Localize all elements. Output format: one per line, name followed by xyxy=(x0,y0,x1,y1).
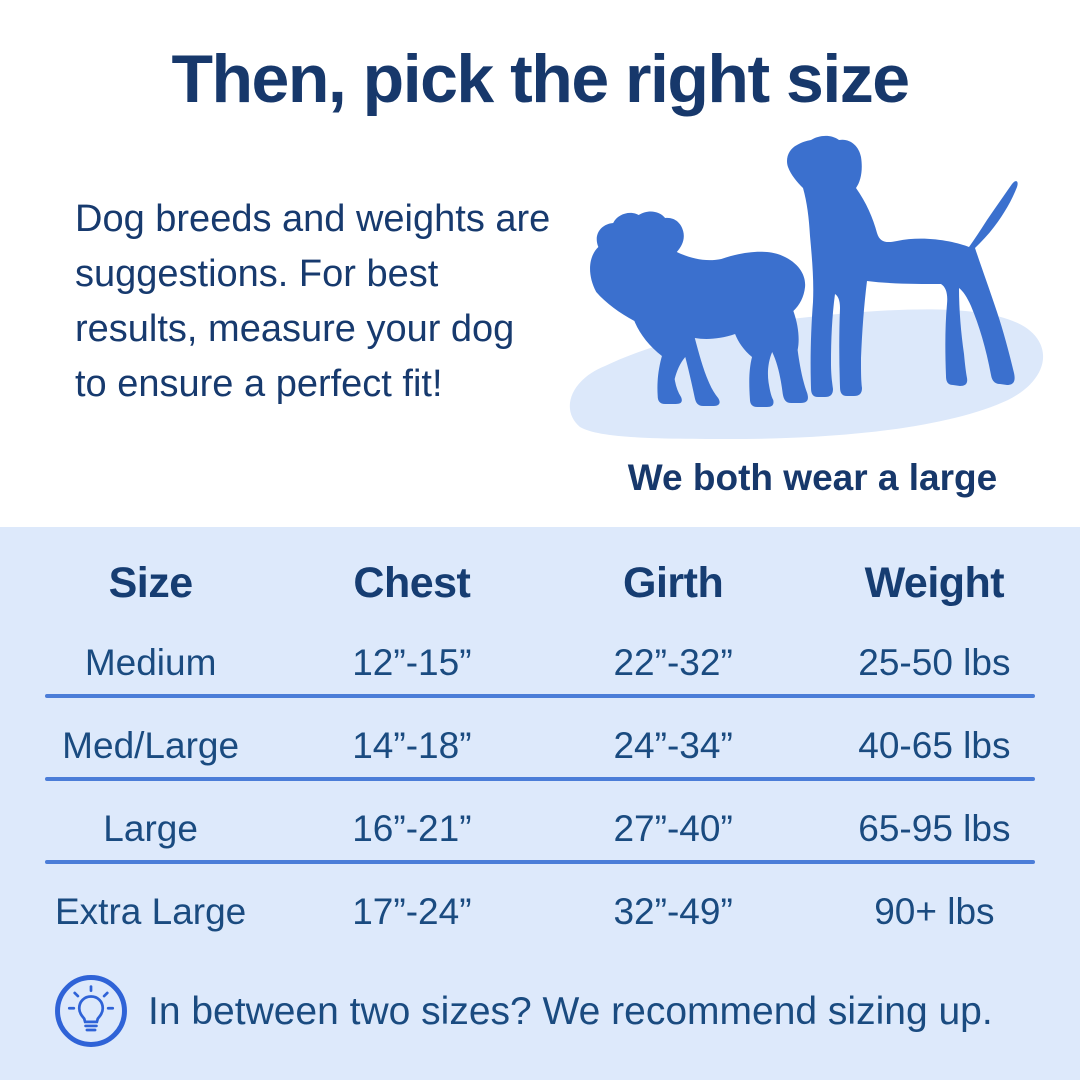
bulldog-silhouette-icon xyxy=(590,211,808,407)
cell-weight: 40-65 lbs xyxy=(858,725,1011,766)
row-divider xyxy=(45,694,1035,698)
intro-text: Dog breeds and weights are suggestions. … xyxy=(75,198,551,405)
lightbulb-icon xyxy=(53,973,129,1049)
cell-chest: 16”-21” xyxy=(352,808,472,849)
table-row-extra-large: Extra Large 17”-24” 32”-49” 90+ lbs xyxy=(20,884,1065,940)
cell-chest: 12”-15” xyxy=(352,642,472,683)
page-title: Then, pick the right size xyxy=(171,41,910,117)
cell-weight: 90+ lbs xyxy=(874,891,995,932)
cell-size: Med/Large xyxy=(62,725,240,766)
col-header-size: Size xyxy=(108,558,194,607)
pointer-dog-silhouette-icon xyxy=(787,135,1018,397)
cell-chest: 14”-18” xyxy=(352,725,472,766)
cell-weight: 65-95 lbs xyxy=(858,808,1011,849)
cell-girth: 27”-40” xyxy=(613,808,733,849)
table-row-medium: Medium 12”-15” 22”-32” 25-50 lbs xyxy=(20,635,1065,691)
size-table-header: Size Chest Girth Weight xyxy=(20,555,1065,611)
col-header-girth: Girth xyxy=(623,558,724,607)
col-header-weight: Weight xyxy=(864,558,1005,607)
sizing-note-text: In between two sizes? We recommend sizin… xyxy=(148,990,993,1033)
cell-size: Large xyxy=(103,808,198,849)
row-divider xyxy=(45,860,1035,864)
row-divider xyxy=(45,777,1035,781)
cell-chest: 17”-24” xyxy=(352,891,472,932)
table-row-large: Large 16”-21” 27”-40” 65-95 lbs xyxy=(20,801,1065,857)
dogs-illustration xyxy=(560,130,1060,440)
size-table: Size Chest Girth Weight Medium 12”-15” 2… xyxy=(0,527,1080,1080)
dogs-caption: We both wear a large xyxy=(627,457,998,498)
sizing-note: In between two sizes? We recommend sizin… xyxy=(0,971,1080,1061)
col-header-chest: Chest xyxy=(353,558,471,607)
cell-girth: 22”-32” xyxy=(613,642,733,683)
cell-weight: 25-50 lbs xyxy=(858,642,1011,683)
cell-size: Medium xyxy=(84,642,217,683)
cell-girth: 24”-34” xyxy=(613,725,733,766)
table-row-med-large: Med/Large 14”-18” 24”-34” 40-65 lbs xyxy=(20,718,1065,774)
cell-girth: 32”-49” xyxy=(613,891,733,932)
cell-size: Extra Large xyxy=(54,891,247,932)
